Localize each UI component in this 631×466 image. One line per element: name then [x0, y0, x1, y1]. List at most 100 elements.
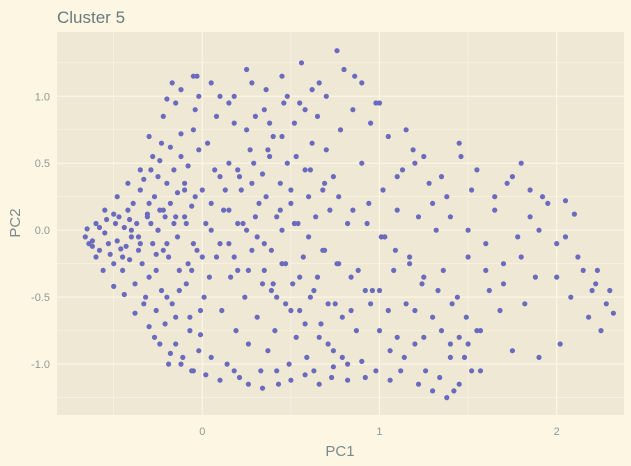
data-point-152 [327, 207, 333, 213]
data-point-281 [249, 180, 255, 186]
data-point-70 [146, 133, 152, 140]
data-point-308 [330, 348, 336, 354]
data-point-147 [318, 321, 324, 327]
data-point-166 [362, 374, 368, 381]
data-point-304 [274, 294, 280, 300]
data-point-205 [500, 261, 507, 267]
data-point-136 [298, 60, 305, 66]
data-point-238 [261, 107, 267, 113]
data-point-148 [320, 187, 326, 193]
data-point-129 [286, 361, 292, 367]
data-point-107 [245, 341, 251, 347]
data-point-323 [392, 247, 398, 253]
data-point-88 [189, 267, 195, 273]
data-point-22 [135, 247, 142, 253]
data-point-41 [169, 301, 175, 307]
data-point-167 [366, 200, 372, 206]
data-point-313 [251, 160, 257, 166]
data-point-6 [102, 230, 108, 236]
data-point-18 [128, 234, 134, 240]
data-point-91 [208, 354, 214, 360]
data-point-102 [235, 220, 241, 227]
data-point-332 [155, 227, 161, 233]
data-point-201 [483, 241, 489, 247]
data-point-100 [231, 120, 237, 126]
data-point-191 [444, 194, 450, 200]
data-point-183 [415, 214, 422, 220]
data-point-26 [143, 294, 149, 300]
data-point-180 [407, 254, 413, 260]
data-point-257 [167, 350, 173, 356]
data-point-303 [259, 281, 266, 287]
data-point-94 [217, 93, 223, 99]
data-point-340 [128, 227, 134, 233]
data-point-48 [182, 214, 188, 220]
data-point-225 [598, 328, 604, 334]
data-point-126 [281, 100, 287, 106]
data-point-234 [323, 93, 329, 99]
data-point-378 [153, 251, 159, 257]
data-point-302 [245, 267, 251, 273]
data-point-288 [348, 274, 354, 280]
data-point-67 [196, 348, 202, 354]
data-point-71 [151, 334, 158, 340]
data-point-382 [284, 93, 290, 99]
x-axis-label: PC1 [325, 443, 354, 460]
data-point-40 [167, 144, 173, 150]
data-point-95 [219, 307, 225, 314]
data-point-211 [527, 214, 533, 220]
data-point-125 [279, 261, 285, 267]
data-point-336 [226, 241, 232, 247]
data-point-154 [330, 174, 336, 180]
data-point-305 [288, 307, 294, 314]
data-point-117 [265, 348, 271, 354]
data-point-56 [196, 147, 202, 153]
data-point-143 [311, 368, 317, 374]
x-tick-label-0: 0 [199, 426, 205, 438]
data-point-69 [206, 274, 212, 280]
data-point-99 [228, 274, 234, 280]
data-point-140 [306, 194, 312, 200]
data-point-235 [314, 113, 321, 119]
data-point-278 [456, 381, 462, 387]
data-point-389 [164, 96, 170, 102]
data-point-284 [291, 220, 297, 227]
data-point-265 [274, 368, 280, 374]
data-point-397 [385, 307, 391, 314]
data-point-218 [568, 294, 574, 300]
data-point-206 [504, 180, 510, 186]
data-point-209 [518, 160, 524, 166]
data-point-236 [297, 100, 303, 106]
data-point-349 [288, 187, 294, 193]
data-point-187 [430, 314, 436, 320]
data-point-222 [586, 314, 592, 320]
data-point-263 [245, 381, 251, 387]
data-point-388 [178, 87, 184, 93]
data-point-357 [518, 254, 524, 260]
data-point-335 [208, 227, 214, 233]
data-point-176 [394, 207, 400, 213]
data-point-268 [316, 381, 322, 387]
data-point-13 [120, 267, 126, 273]
data-point-223 [589, 287, 595, 294]
data-point-395 [412, 307, 418, 314]
data-point-259 [189, 368, 195, 374]
data-point-274 [401, 354, 407, 360]
data-point-244 [160, 113, 166, 119]
y-tick-label-3: -0.5 [31, 292, 50, 304]
data-point-258 [178, 361, 184, 367]
data-point-233 [350, 107, 356, 113]
data-point-3 [89, 243, 95, 249]
grid-major [57, 32, 624, 415]
data-point-394 [421, 334, 427, 340]
data-point-86 [176, 287, 182, 294]
data-point-31 [151, 194, 158, 200]
data-point-299 [353, 328, 359, 334]
data-point-66 [190, 127, 196, 133]
data-point-14 [121, 224, 127, 231]
data-point-145 [314, 274, 321, 280]
data-point-381 [309, 87, 315, 93]
data-point-169 [373, 100, 379, 106]
data-point-277 [444, 395, 450, 401]
data-point-314 [265, 147, 271, 153]
